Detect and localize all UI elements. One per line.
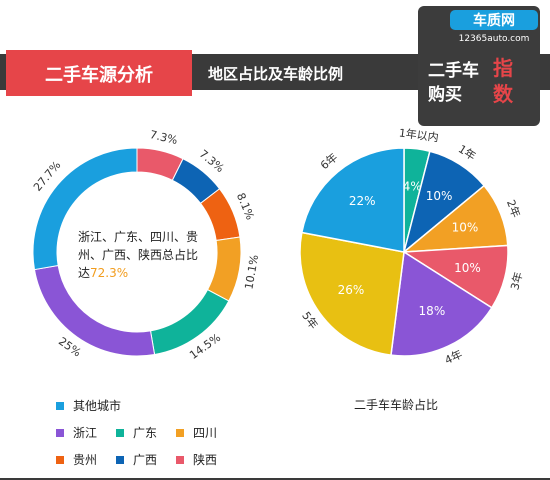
bottom-border bbox=[0, 478, 550, 480]
logo-accent-2: 数 bbox=[493, 82, 513, 106]
pie-category-label: 1年 bbox=[456, 142, 479, 163]
legend-label: 广西 bbox=[133, 453, 158, 467]
donut-label: 10.1% bbox=[242, 254, 261, 291]
donut-slice bbox=[206, 236, 242, 302]
donut-slice bbox=[32, 147, 138, 271]
pie-value-label: 22% bbox=[349, 194, 376, 208]
pie-value-label: 10% bbox=[426, 189, 453, 203]
page-subtitle: 地区占比及车龄比例 bbox=[208, 65, 344, 83]
age-pie-chart: 4% 1年以内 10% 1年 10% 2年 10% 3年 18% 4年 26% 5年 22% 6年 bbox=[299, 125, 525, 367]
legend-row-3: 贵州 广西 陕西 bbox=[56, 451, 236, 468]
legend-label: 浙江 bbox=[73, 426, 98, 440]
pie-category-label: 3年 bbox=[507, 270, 525, 291]
brand-domain: 12365auto.com bbox=[459, 34, 530, 44]
pie-slice bbox=[299, 231, 405, 357]
legend-item: 浙江 bbox=[56, 424, 116, 441]
legend-swatch bbox=[176, 455, 184, 464]
region-donut-chart: 7.3%7.3%8.1%10.1%14.5%25%27.7% bbox=[31, 128, 261, 362]
logo-text-line2: 购买 bbox=[428, 85, 462, 105]
pie-slice bbox=[390, 250, 493, 357]
legend-label: 广东 bbox=[133, 426, 158, 440]
legend-item: 其他城市 bbox=[56, 397, 176, 414]
legend-swatch bbox=[56, 455, 64, 464]
pie-slice bbox=[300, 147, 405, 253]
logo-text-line1: 二手车 bbox=[428, 61, 479, 81]
legend-item: 贵州 bbox=[56, 451, 116, 468]
brand-logo-wordmark: 车质网 12365auto.com bbox=[450, 10, 538, 44]
legend-row-1: 其他城市 bbox=[56, 397, 176, 414]
legend-swatch bbox=[176, 428, 184, 437]
pie-value-label: 10% bbox=[452, 220, 479, 234]
pie-caption: 二手车车龄占比 bbox=[354, 398, 439, 412]
legend-item: 四川 bbox=[176, 424, 236, 441]
pie-category-label: 6年 bbox=[317, 150, 340, 172]
pie-value-label: 18% bbox=[419, 304, 446, 318]
logo-accent-1: 指 bbox=[493, 56, 513, 80]
pie-value-label: 10% bbox=[454, 261, 481, 275]
legend-label: 其他城市 bbox=[73, 399, 122, 413]
legend-item: 陕西 bbox=[176, 451, 236, 468]
pie-value-label: 4% bbox=[403, 179, 422, 193]
donut-note-text: 浙江、广东、四川、贵州、广西、陕西总占比达 bbox=[78, 230, 199, 280]
brand-name: 车质网 bbox=[473, 12, 515, 29]
legend-label: 贵州 bbox=[73, 453, 98, 467]
legend-label: 陕西 bbox=[193, 453, 218, 467]
legend-swatch bbox=[116, 428, 124, 437]
pie-category-label: 1年以内 bbox=[398, 125, 439, 144]
page-title: 二手车源分析 bbox=[45, 65, 153, 86]
pie-category-label: 4年 bbox=[442, 347, 464, 367]
pie-value-label: 26% bbox=[338, 283, 365, 297]
pie-category-label: 5年 bbox=[299, 309, 321, 332]
legend-label: 四川 bbox=[193, 426, 218, 440]
legend-item: 广东 bbox=[116, 424, 176, 441]
legend-swatch bbox=[56, 428, 64, 437]
donut-label: 7.3% bbox=[149, 128, 179, 147]
donut-note-highlight: 72.3% bbox=[90, 266, 129, 280]
title-block: 二手车源分析 bbox=[6, 50, 192, 96]
pie-category-label: 2年 bbox=[504, 198, 524, 220]
legend-item: 广西 bbox=[116, 451, 176, 468]
donut-label: 8.1% bbox=[234, 191, 257, 222]
legend-row-2: 浙江 广东 四川 bbox=[56, 424, 236, 441]
legend-swatch bbox=[56, 401, 64, 410]
donut-center-note: 浙江、广东、四川、贵州、广西、陕西总占比达72.3% bbox=[78, 228, 208, 282]
legend-swatch bbox=[116, 455, 124, 464]
